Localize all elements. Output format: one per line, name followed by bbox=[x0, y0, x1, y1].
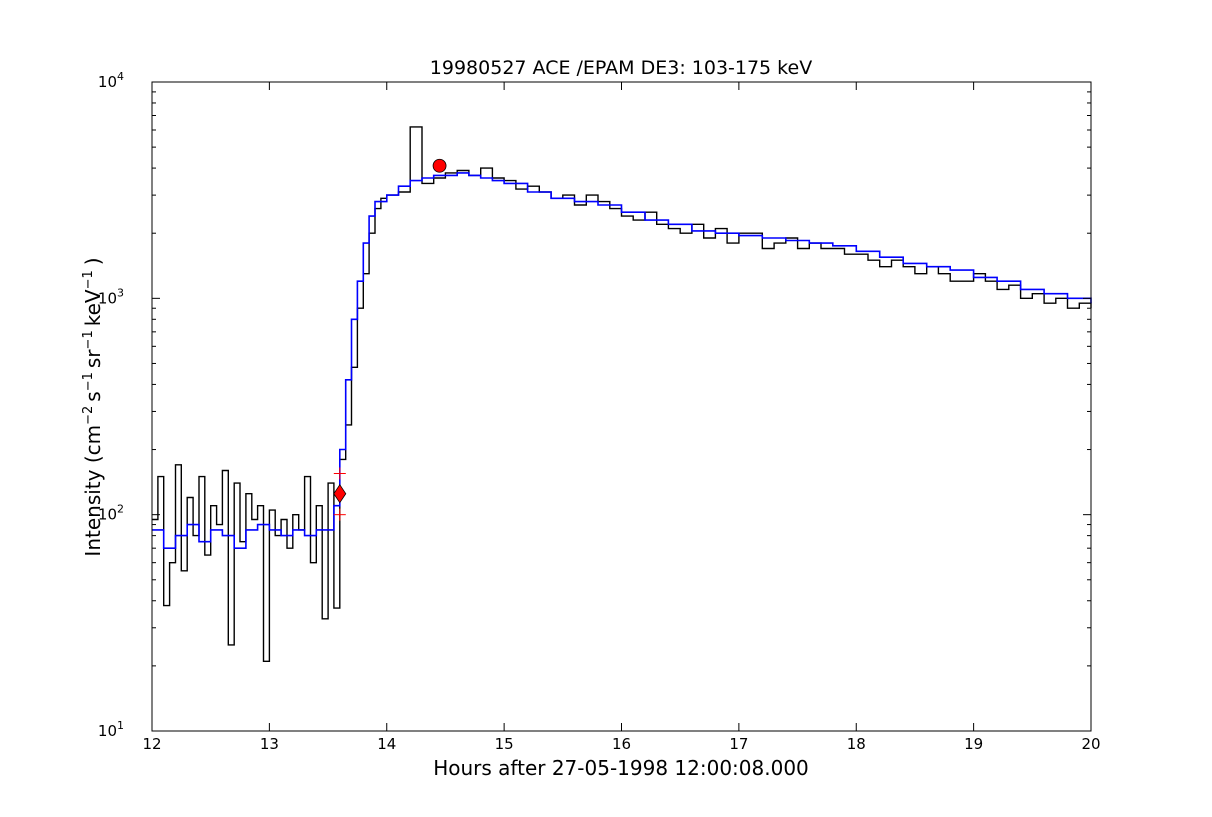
y-axis-label-exp-kev: −1 bbox=[81, 270, 96, 289]
y-tick-label: 104 bbox=[98, 70, 124, 91]
y-axis-label-prefix: Intensity (cm bbox=[81, 425, 105, 557]
circle-marker bbox=[432, 158, 447, 173]
plus-marker bbox=[333, 467, 346, 480]
y-axis-label: Intensity (cm−2s−1sr−1keV−1) bbox=[81, 257, 105, 556]
x-tick-label: 12 bbox=[142, 735, 161, 753]
y-axis-label-exp-cm: −2 bbox=[81, 406, 96, 425]
y-axis-label-exp-sr: −1 bbox=[81, 330, 96, 349]
plot-frame bbox=[151, 81, 1092, 732]
y-axis-label-sr: sr bbox=[81, 349, 105, 368]
x-tick-label: 16 bbox=[612, 735, 631, 753]
plot-area bbox=[152, 126, 1092, 662]
y-axis-label-s: s bbox=[81, 391, 105, 401]
x-tick-label: 20 bbox=[1081, 735, 1100, 753]
x-tick-label: 17 bbox=[729, 735, 748, 753]
x-tick-label: 13 bbox=[260, 735, 279, 753]
series-line-smoothed bbox=[152, 172, 1092, 549]
y-tick-label: 102 bbox=[98, 503, 124, 524]
y-axis-label-kev: keV bbox=[81, 289, 105, 326]
x-axis-label: Hours after 27-05-1998 12:00:08.000 bbox=[433, 756, 809, 780]
x-tick-label: 14 bbox=[377, 735, 396, 753]
plus-marker bbox=[333, 508, 346, 521]
chart-title: 19980527 ACE /EPAM DE3: 103-175 keV bbox=[430, 57, 812, 79]
x-tick-label: 15 bbox=[495, 735, 514, 753]
x-tick-label: 18 bbox=[847, 735, 866, 753]
y-tick-label: 101 bbox=[98, 719, 124, 740]
diamond-marker bbox=[333, 483, 347, 504]
axes: 12 13 14 15 16 17 18 19 20 101 102 103 104 bbox=[98, 70, 1101, 753]
y-axis-label-suffix: ) bbox=[81, 257, 105, 265]
y-axis-label-exp-s: −1 bbox=[81, 372, 96, 391]
x-tick-label: 19 bbox=[964, 735, 983, 753]
y-tick-label: 103 bbox=[98, 286, 124, 307]
